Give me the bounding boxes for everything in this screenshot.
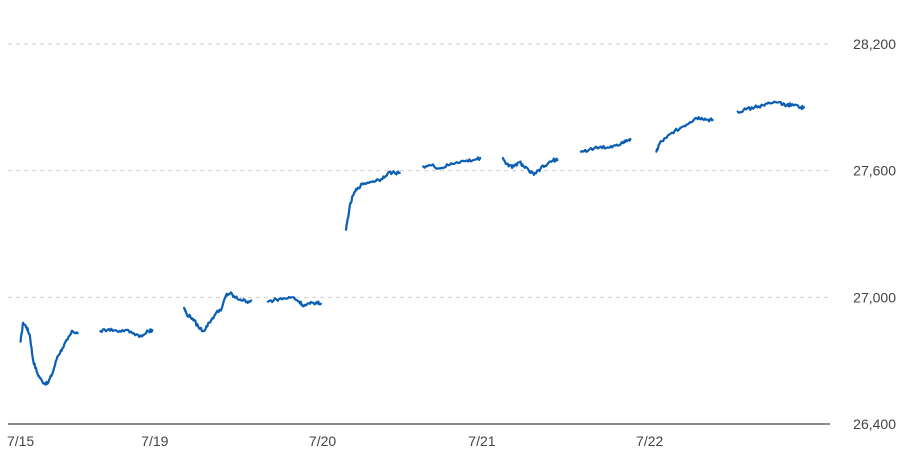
series-line-segment [183, 291, 253, 333]
series-line-segment [655, 116, 714, 153]
series-line-segment [19, 321, 79, 386]
x-tick-label: 7/19 [141, 433, 168, 449]
x-tick-label: 7/22 [636, 433, 663, 449]
x-tick-label: 7/21 [468, 433, 495, 449]
series-line-segment [736, 100, 806, 114]
y-axis-tick-labels: 26,400 27,000 27,600 28,200 [853, 36, 896, 432]
series [19, 100, 806, 386]
y-tick-label: 27,000 [853, 289, 896, 305]
x-tick-label: 7/15 [7, 433, 34, 449]
y-tick-label: 26,400 [853, 416, 896, 432]
series-line-segment [266, 295, 322, 308]
y-tick-label: 28,200 [853, 36, 896, 52]
x-axis-tick-labels: 7/15 7/19 7/20 7/21 7/22 [7, 433, 664, 449]
series-line-segment [344, 170, 401, 231]
series-line-segment [501, 156, 559, 176]
series-line-segment [579, 137, 632, 153]
series-line-segment [422, 156, 482, 170]
series-line-segment [99, 327, 154, 339]
x-tick-label: 7/20 [309, 433, 336, 449]
y-tick-label: 27,600 [853, 163, 896, 179]
grid [8, 43, 830, 298]
